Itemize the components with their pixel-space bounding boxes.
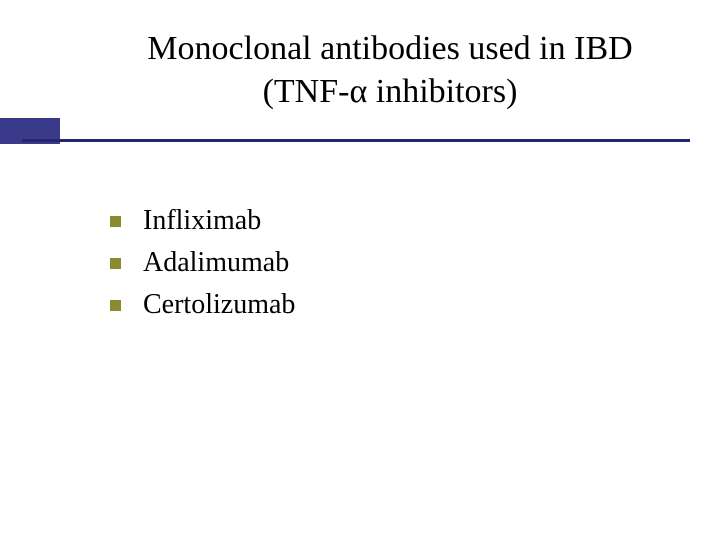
list-item: Adalimumab — [110, 247, 295, 279]
list-item: Infliximab — [110, 205, 295, 237]
bullet-label: Adalimumab — [143, 247, 289, 279]
square-bullet-icon — [110, 216, 121, 227]
bullet-label: Certolizumab — [143, 289, 295, 321]
bullet-list: Infliximab Adalimumab Certolizumab — [110, 205, 295, 331]
list-item: Certolizumab — [110, 289, 295, 321]
slide-title: Monoclonal antibodies used in IBD (TNF-α… — [100, 28, 680, 113]
bullet-label: Infliximab — [143, 205, 261, 237]
title-line-1: Monoclonal antibodies used in IBD — [147, 30, 632, 67]
horizontal-rule — [22, 139, 690, 142]
title-line-2: (TNF-α inhibitors) — [263, 73, 518, 110]
square-bullet-icon — [110, 300, 121, 311]
square-bullet-icon — [110, 258, 121, 269]
slide: Monoclonal antibodies used in IBD (TNF-α… — [0, 0, 720, 540]
